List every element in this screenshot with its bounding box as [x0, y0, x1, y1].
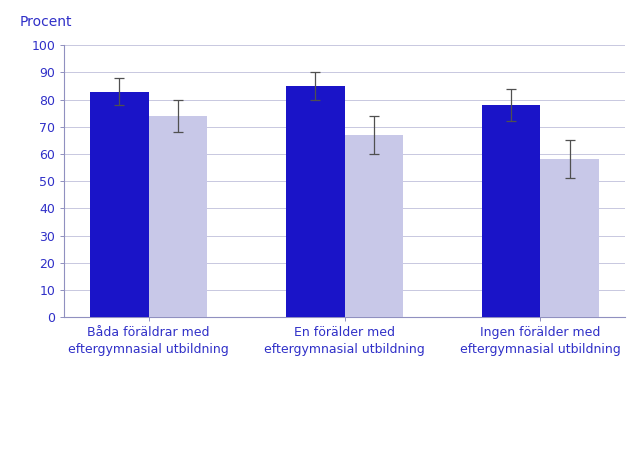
Bar: [345, 135, 403, 317]
Text: Procent: Procent: [19, 15, 72, 29]
Bar: [90, 92, 149, 317]
Bar: [482, 105, 540, 317]
Bar: [286, 86, 345, 317]
Bar: [149, 116, 207, 317]
Bar: [540, 159, 599, 317]
